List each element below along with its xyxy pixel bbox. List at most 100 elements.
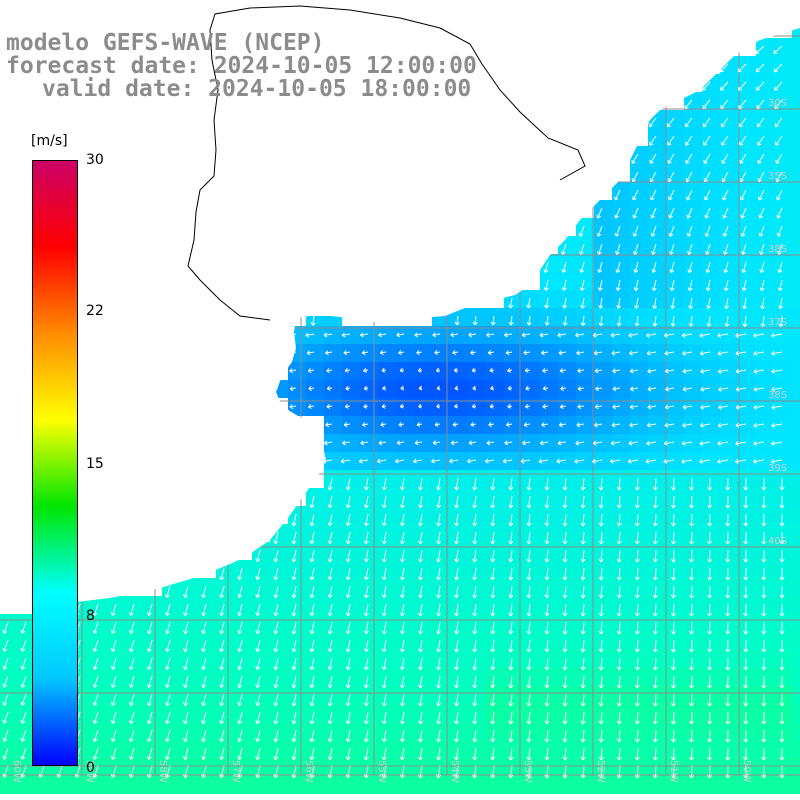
- wind-arrow-head: [417, 504, 421, 509]
- wind-arrow-head: [508, 774, 511, 779]
- wind-arrow-head: [528, 613, 532, 617]
- wind-arrow-head: [417, 540, 421, 545]
- wind-arrow-head: [720, 88, 725, 91]
- wind-arrow: [3, 657, 9, 670]
- wind-arrow-head: [781, 612, 785, 617]
- wind-arrow-head: [510, 721, 514, 725]
- wind-arrow: [310, 693, 315, 706]
- wind-arrow-head: [128, 774, 132, 778]
- wind-arrow-head: [718, 407, 722, 410]
- wind-arrow-head: [651, 215, 655, 219]
- wind-arrow: [202, 603, 207, 616]
- wind-arrow-head: [112, 739, 116, 742]
- wind-arrow-head: [706, 270, 711, 273]
- wind-arrow-head: [418, 370, 422, 373]
- wind-arrow-head: [562, 774, 566, 779]
- wind-arrow-head: [381, 558, 385, 563]
- wind-arrow: [650, 171, 657, 182]
- wind-arrow-head: [742, 323, 746, 327]
- wind-arrow-head: [383, 595, 387, 599]
- wind-arrow-head: [504, 334, 508, 338]
- wind-arrow-head: [92, 665, 95, 670]
- wind-arrow-head: [488, 424, 493, 427]
- wind-arrow-head: [753, 353, 758, 356]
- wind-arrow-head: [576, 424, 581, 428]
- wind-arrow-head: [382, 385, 386, 389]
- wind-arrow: [636, 603, 639, 617]
- wind-arrow: [305, 333, 315, 336]
- wind-arrow-head: [455, 739, 460, 743]
- wind-arrow-head: [582, 577, 586, 581]
- wind-arrow: [329, 675, 333, 688]
- wind-arrow-head: [564, 631, 568, 635]
- wind-arrow: [419, 477, 423, 490]
- wind-arrow-head: [110, 774, 113, 778]
- wind-arrow-head: [745, 558, 749, 563]
- forecast-date: forecast date: 2024-10-05 12:00:00: [6, 53, 477, 79]
- wind-arrow-head: [592, 458, 596, 463]
- wind-arrow-head: [401, 541, 405, 545]
- wind-arrow: [256, 657, 261, 670]
- wind-arrow-head: [707, 612, 710, 617]
- wind-arrow-head: [560, 386, 564, 390]
- wind-arrow-head: [128, 666, 132, 670]
- wind-arrow-head: [557, 332, 561, 336]
- wind-arrow-head: [580, 666, 584, 671]
- wind-arrow: [491, 675, 495, 688]
- wind-arrow-head: [562, 756, 566, 761]
- wind-arrow-head: [724, 323, 728, 327]
- wind-arrow: [383, 585, 387, 598]
- wind-arrow: [721, 135, 729, 146]
- wind-arrow-head: [472, 406, 476, 409]
- wind-arrow-head: [401, 631, 405, 635]
- wind-arrow-head: [763, 576, 767, 581]
- wind-arrow-head: [20, 773, 23, 778]
- wind-arrow: [238, 657, 243, 670]
- wind-arrow-head: [381, 630, 385, 635]
- wind-arrow: [546, 639, 549, 652]
- wind-arrow-head: [689, 305, 694, 309]
- wind-arrow-head: [582, 541, 586, 545]
- wind-arrow-head: [381, 540, 385, 545]
- wind-arrow-head: [744, 323, 748, 328]
- wind-arrow-head: [219, 774, 222, 778]
- wind-arrow: [667, 135, 675, 146]
- wind-arrow-head: [492, 739, 496, 743]
- wind-arrow: [616, 243, 621, 255]
- wind-arrow-head: [651, 269, 654, 273]
- wind-arrow-head: [779, 288, 783, 292]
- wind-arrow-head: [654, 504, 658, 509]
- wind-arrow-head: [419, 703, 423, 707]
- wind-arrow: [777, 225, 783, 237]
- wind-arrow: [202, 693, 207, 706]
- wind-arrow-head: [706, 305, 709, 309]
- wind-arrow: [618, 639, 621, 653]
- wind-arrow: [455, 657, 459, 670]
- wind-arrow-head: [778, 323, 782, 328]
- wind-arrow-head: [616, 504, 620, 509]
- wind-arrow-head: [636, 504, 640, 509]
- wind-arrow: [491, 603, 495, 616]
- wind-arrow-head: [455, 595, 460, 599]
- wind-arrow: [672, 567, 675, 581]
- wind-arrow-head: [654, 576, 658, 581]
- wind-arrow-head: [238, 577, 243, 581]
- wind-arrow: [292, 657, 297, 670]
- wind-arrow-head: [544, 774, 548, 779]
- wind-arrow-head: [688, 252, 692, 255]
- wind-arrow-head: [434, 421, 438, 426]
- wind-arrow-head: [381, 522, 385, 527]
- wind-arrow-head: [110, 648, 113, 652]
- wind-arrow: [130, 675, 135, 688]
- wind-arrow: [365, 693, 369, 706]
- wind-arrow-head: [742, 305, 745, 309]
- wind-arrow-head: [436, 684, 439, 689]
- wind-arrow: [473, 747, 477, 760]
- wind-arrow-head: [184, 613, 188, 616]
- wind-arrow: [595, 369, 603, 372]
- wind-arrow: [455, 729, 459, 742]
- wind-arrow-head: [743, 774, 747, 779]
- wind-arrow: [522, 333, 531, 336]
- wind-arrow-head: [686, 179, 691, 183]
- wind-arrow-head: [417, 738, 421, 743]
